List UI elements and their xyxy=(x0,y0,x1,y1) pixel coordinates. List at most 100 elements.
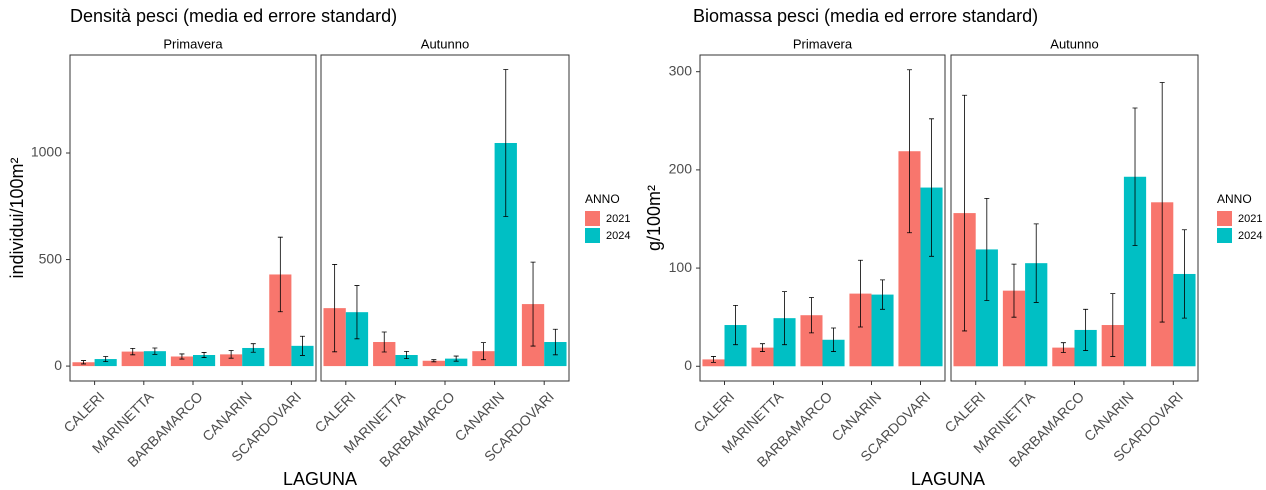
error-bar xyxy=(808,297,814,334)
bar xyxy=(373,342,396,367)
error-bar xyxy=(228,350,234,359)
bar xyxy=(242,347,265,367)
bar xyxy=(871,294,894,367)
error-bar xyxy=(179,353,185,360)
bar xyxy=(702,359,725,367)
chart-title: Densità pesci (media ed errore standard) xyxy=(70,6,397,26)
error-bar xyxy=(1083,308,1089,351)
bar xyxy=(920,187,943,367)
error-bar xyxy=(1060,342,1066,353)
legend-title: ANNO xyxy=(1217,192,1252,206)
bar xyxy=(269,274,292,367)
error-bar xyxy=(250,343,256,353)
bar xyxy=(94,359,117,367)
x-tick-label: CALERI xyxy=(941,388,988,435)
legend-label: 2024 xyxy=(606,230,630,242)
error-bar xyxy=(929,118,935,257)
error-bar xyxy=(710,356,716,363)
x-axis-title: LAGUNA xyxy=(283,469,357,489)
error-bar xyxy=(480,342,486,361)
bar xyxy=(822,339,845,367)
x-tick-label: CALERI xyxy=(690,388,737,435)
error-bar xyxy=(880,279,886,310)
bar xyxy=(975,249,998,367)
bar xyxy=(395,355,418,367)
legend-label: 2021 xyxy=(606,213,630,225)
legend-key xyxy=(1217,211,1232,226)
error-bar xyxy=(831,327,837,352)
bar xyxy=(170,356,193,367)
bar xyxy=(751,347,774,367)
bar xyxy=(422,360,445,367)
error-bar xyxy=(277,236,283,313)
bar xyxy=(1025,263,1048,367)
x-tick-label: CALERI xyxy=(311,388,358,435)
y-axis-title: individui/100m² xyxy=(7,157,27,278)
error-bar xyxy=(759,343,765,352)
error-bar xyxy=(354,285,360,340)
legend-title: ANNO xyxy=(585,192,620,206)
error-bar xyxy=(962,94,968,332)
error-bar xyxy=(201,352,207,358)
error-bar xyxy=(906,69,912,234)
legend-label: 2024 xyxy=(1238,230,1262,242)
legend-key xyxy=(585,228,600,243)
bar xyxy=(193,355,216,367)
error-bar xyxy=(530,261,536,347)
error-bar xyxy=(733,304,739,346)
error-bar xyxy=(299,335,305,356)
bar xyxy=(143,351,166,367)
bar xyxy=(1173,273,1196,367)
bar xyxy=(445,358,468,367)
x-axis-title: LAGUNA xyxy=(911,469,985,489)
y-tick-label: 0 xyxy=(54,357,62,373)
error-bar xyxy=(81,360,87,365)
error-bar xyxy=(1011,263,1017,318)
bar xyxy=(1002,290,1026,367)
bar xyxy=(220,354,243,367)
error-bar xyxy=(130,348,136,356)
y-tick-label: 1000 xyxy=(31,144,62,160)
legend-key xyxy=(585,211,600,226)
y-axis-title: g/100m² xyxy=(644,185,664,251)
bar xyxy=(291,345,314,367)
x-tick-label: CALERI xyxy=(60,388,107,435)
strip-label: Autunno xyxy=(1050,36,1098,51)
strip-label: Autunno xyxy=(421,36,469,51)
error-bar xyxy=(1110,293,1116,357)
bar xyxy=(494,142,517,367)
error-bar xyxy=(503,69,509,217)
error-bar xyxy=(1033,223,1039,303)
legend-label: 2021 xyxy=(1238,213,1262,225)
strip-label: Primavera xyxy=(793,36,853,51)
error-bar xyxy=(552,328,558,356)
error-bar xyxy=(103,356,109,363)
error-bar xyxy=(152,347,158,355)
y-tick-label: 200 xyxy=(669,161,693,177)
error-bar xyxy=(381,331,387,353)
error-bar xyxy=(984,197,990,301)
strip-label: Primavera xyxy=(163,36,223,51)
error-bar xyxy=(404,350,410,360)
bar xyxy=(121,351,144,367)
bar xyxy=(849,293,872,367)
bar xyxy=(800,315,823,367)
legend-key xyxy=(1217,228,1232,243)
error-bar xyxy=(332,264,338,353)
error-bar xyxy=(1159,82,1165,323)
error-bar xyxy=(1132,107,1138,246)
y-tick-label: 100 xyxy=(669,259,693,275)
y-tick-label: 0 xyxy=(684,357,692,373)
bar xyxy=(1052,347,1075,367)
bar xyxy=(724,325,747,367)
bar xyxy=(898,151,921,367)
error-bar xyxy=(1181,229,1187,319)
error-bar xyxy=(782,291,788,346)
y-tick-label: 300 xyxy=(669,62,693,78)
bar xyxy=(1123,176,1147,367)
y-tick-label: 500 xyxy=(39,250,63,266)
chart-title: Biomassa pesci (media ed errore standard… xyxy=(693,6,1038,26)
error-bar xyxy=(453,355,459,362)
error-bar xyxy=(857,259,863,328)
